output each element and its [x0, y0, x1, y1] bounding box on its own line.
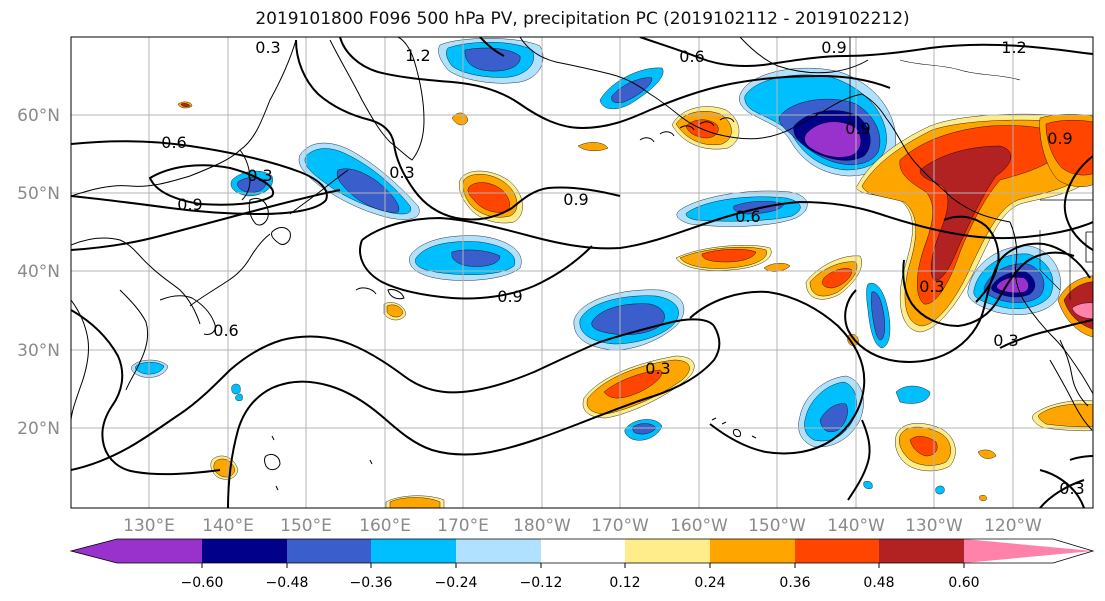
contour-label: 0.6 — [679, 47, 704, 66]
colorbar-tick-label: −0.48 — [266, 575, 309, 591]
contour-label: 0.9 — [497, 287, 522, 306]
lat-label: 40°N — [17, 262, 60, 282]
map-plot-area: 0.3 1.2 0.6 0.9 1.2 0.6 0.9 0.3 0.9 0.6 … — [71, 37, 1093, 508]
lat-label: 60°N — [17, 106, 60, 126]
colorbar-tick-label: 0.36 — [779, 575, 810, 591]
lon-label: 160°W — [670, 516, 728, 536]
lon-label: 170°W — [591, 516, 649, 536]
contour-label: 0.6 — [735, 207, 760, 226]
contour-label: 0.3 — [255, 38, 280, 57]
colorbar-ticks — [201, 563, 965, 568]
colorbar-tick-label: 0.12 — [609, 575, 640, 591]
lon-label: 140°E — [202, 516, 254, 536]
latitude-labels: 60°N 50°N 40°N 30°N 20°N — [17, 106, 60, 439]
colorbar-tick-label: 0.24 — [694, 575, 725, 591]
contour-label: 0.3 — [389, 163, 414, 182]
colorbar-tick-label: −0.60 — [181, 575, 224, 591]
contour-label: 0.3 — [247, 166, 272, 185]
contour-label: 0.9 — [821, 38, 846, 57]
contour-label: 0.3 — [919, 277, 944, 296]
contour-label: 0.9 — [1047, 129, 1072, 148]
contour-label: 0.3 — [645, 359, 670, 378]
gridlines — [71, 37, 1093, 508]
colorbar-segment — [117, 539, 202, 563]
colorbar-tick-label: −0.24 — [435, 575, 478, 591]
lat-label: 20°N — [17, 419, 60, 439]
colorbar-segment — [625, 539, 710, 563]
colorbar-outline — [69, 538, 1095, 564]
colorbar-tick-label: −0.36 — [350, 575, 393, 591]
contour-label: 0.9 — [563, 190, 588, 209]
colorbar-tick-label: 0.48 — [863, 575, 894, 591]
colorbar-min-arrow — [71, 539, 117, 563]
colorbar-segment — [710, 539, 795, 563]
longitude-labels: 130°E 140°E 150°E 160°E 170°E 180°W 170°… — [123, 516, 1042, 536]
contour-label: 1.2 — [1001, 38, 1026, 57]
contour-label: 0.3 — [993, 331, 1018, 350]
colorbar-max-arrow — [964, 539, 1093, 563]
contour-label: 0.6 — [161, 133, 186, 152]
lon-label: 120°W — [984, 516, 1042, 536]
lat-label: 30°N — [17, 341, 60, 361]
map-frame — [70, 36, 1094, 509]
colorbar-segment — [456, 539, 541, 563]
lon-label: 170°E — [437, 516, 489, 536]
colorbar-segment — [287, 539, 371, 563]
contour-labels: 0.3 1.2 0.6 0.9 1.2 0.6 0.9 0.3 0.9 0.6 … — [161, 38, 1084, 498]
colorbar-segment — [541, 539, 625, 563]
lon-label: 150°E — [280, 516, 332, 536]
lat-label: 50°N — [17, 184, 60, 204]
lon-label: 160°E — [359, 516, 411, 536]
lon-label: 140°W — [827, 516, 885, 536]
colorbar-segment — [795, 539, 879, 563]
lon-label: 180°W — [513, 516, 571, 536]
contour-label: 0.6 — [213, 321, 238, 340]
lon-label: 150°W — [748, 516, 806, 536]
colorbar-segment — [879, 539, 964, 563]
colorbar-tick-label: −0.12 — [520, 575, 563, 591]
map-title: 2019101800 F096 500 hPa PV, precipitatio… — [255, 9, 910, 29]
lon-label: 130°W — [905, 516, 963, 536]
colorbar-segment — [371, 539, 456, 563]
colorbar: −0.60 −0.48 −0.36 −0.24 −0.12 0.12 0.24 … — [69, 538, 1095, 591]
colorbar-tick-label: 0.60 — [948, 575, 979, 591]
contour-label: 1.2 — [405, 46, 430, 65]
lon-label: 130°E — [123, 516, 175, 536]
contour-label: 0.9 — [845, 119, 870, 138]
colorbar-segment — [202, 539, 287, 563]
contour-label: 0.3 — [1059, 479, 1084, 498]
contour-label: 0.9 — [177, 195, 202, 214]
coastlines — [71, 37, 1093, 491]
pv-contours — [71, 37, 1093, 508]
precipitation-shading — [131, 38, 1093, 508]
